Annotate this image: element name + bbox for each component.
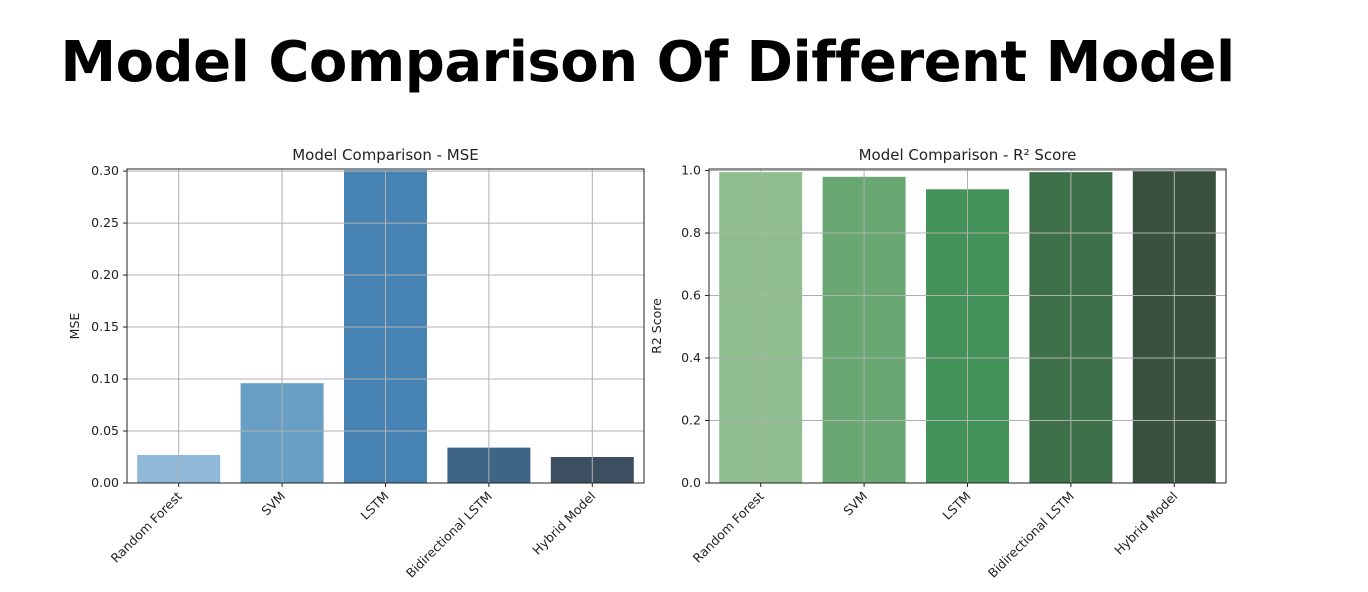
slide-title: Model Comparison Of Different Model — [60, 30, 1235, 95]
r2-ytick-label: 0.0 — [681, 475, 701, 490]
mse-chart-title: Model Comparison - MSE — [292, 146, 479, 164]
mse-ytick-label: 0.05 — [91, 423, 119, 438]
mse-chart: 0.00 0.05 0.10 0.15 0.20 0.25 0.30 Random Fores… — [67, 146, 645, 581]
mse-ytick-label: 0.00 — [91, 475, 119, 490]
r2-xtick-label: Random Forest — [690, 488, 767, 565]
r2-ytick-label: 1.0 — [681, 163, 701, 178]
mse-xtick-label: Random Forest — [108, 488, 185, 565]
r2-xtick-label: SVM — [840, 489, 870, 519]
mse-ytick-label: 0.30 — [91, 163, 119, 178]
mse-xtick-label: Bidirectional LSTM — [403, 489, 495, 581]
mse-xtick-label: SVM — [258, 489, 288, 519]
mse-ytick-label: 0.25 — [91, 215, 119, 230]
r2-xtick-label: Bidirectional LSTM — [985, 489, 1077, 581]
r2-ytick-label: 0.6 — [681, 288, 701, 303]
mse-ytick-label: 0.10 — [91, 371, 119, 386]
r2-ytick-label: 0.2 — [681, 413, 701, 428]
mse-ytick-label: 0.20 — [91, 267, 119, 282]
r2-chart: 0.0 0.2 0.4 0.6 0.8 1.0 Random Forest SVM LSTM Bi… — [649, 146, 1227, 581]
mse-xtick-label: LSTM — [357, 489, 391, 523]
r2-ytick-label: 0.8 — [681, 225, 701, 240]
r2-ytick-label: 0.4 — [681, 350, 701, 365]
r2-xtick-label: Hybrid Model — [1111, 489, 1180, 558]
r2-xtick-label: LSTM — [939, 489, 973, 523]
mse-xtick-label: Hybrid Model — [529, 489, 598, 558]
mse-ytick-label: 0.15 — [91, 319, 119, 334]
mse-ylabel: MSE — [67, 313, 82, 340]
r2-chart-title: Model Comparison - R² Score — [859, 146, 1077, 164]
r2-ylabel: R2 Score — [649, 298, 664, 354]
